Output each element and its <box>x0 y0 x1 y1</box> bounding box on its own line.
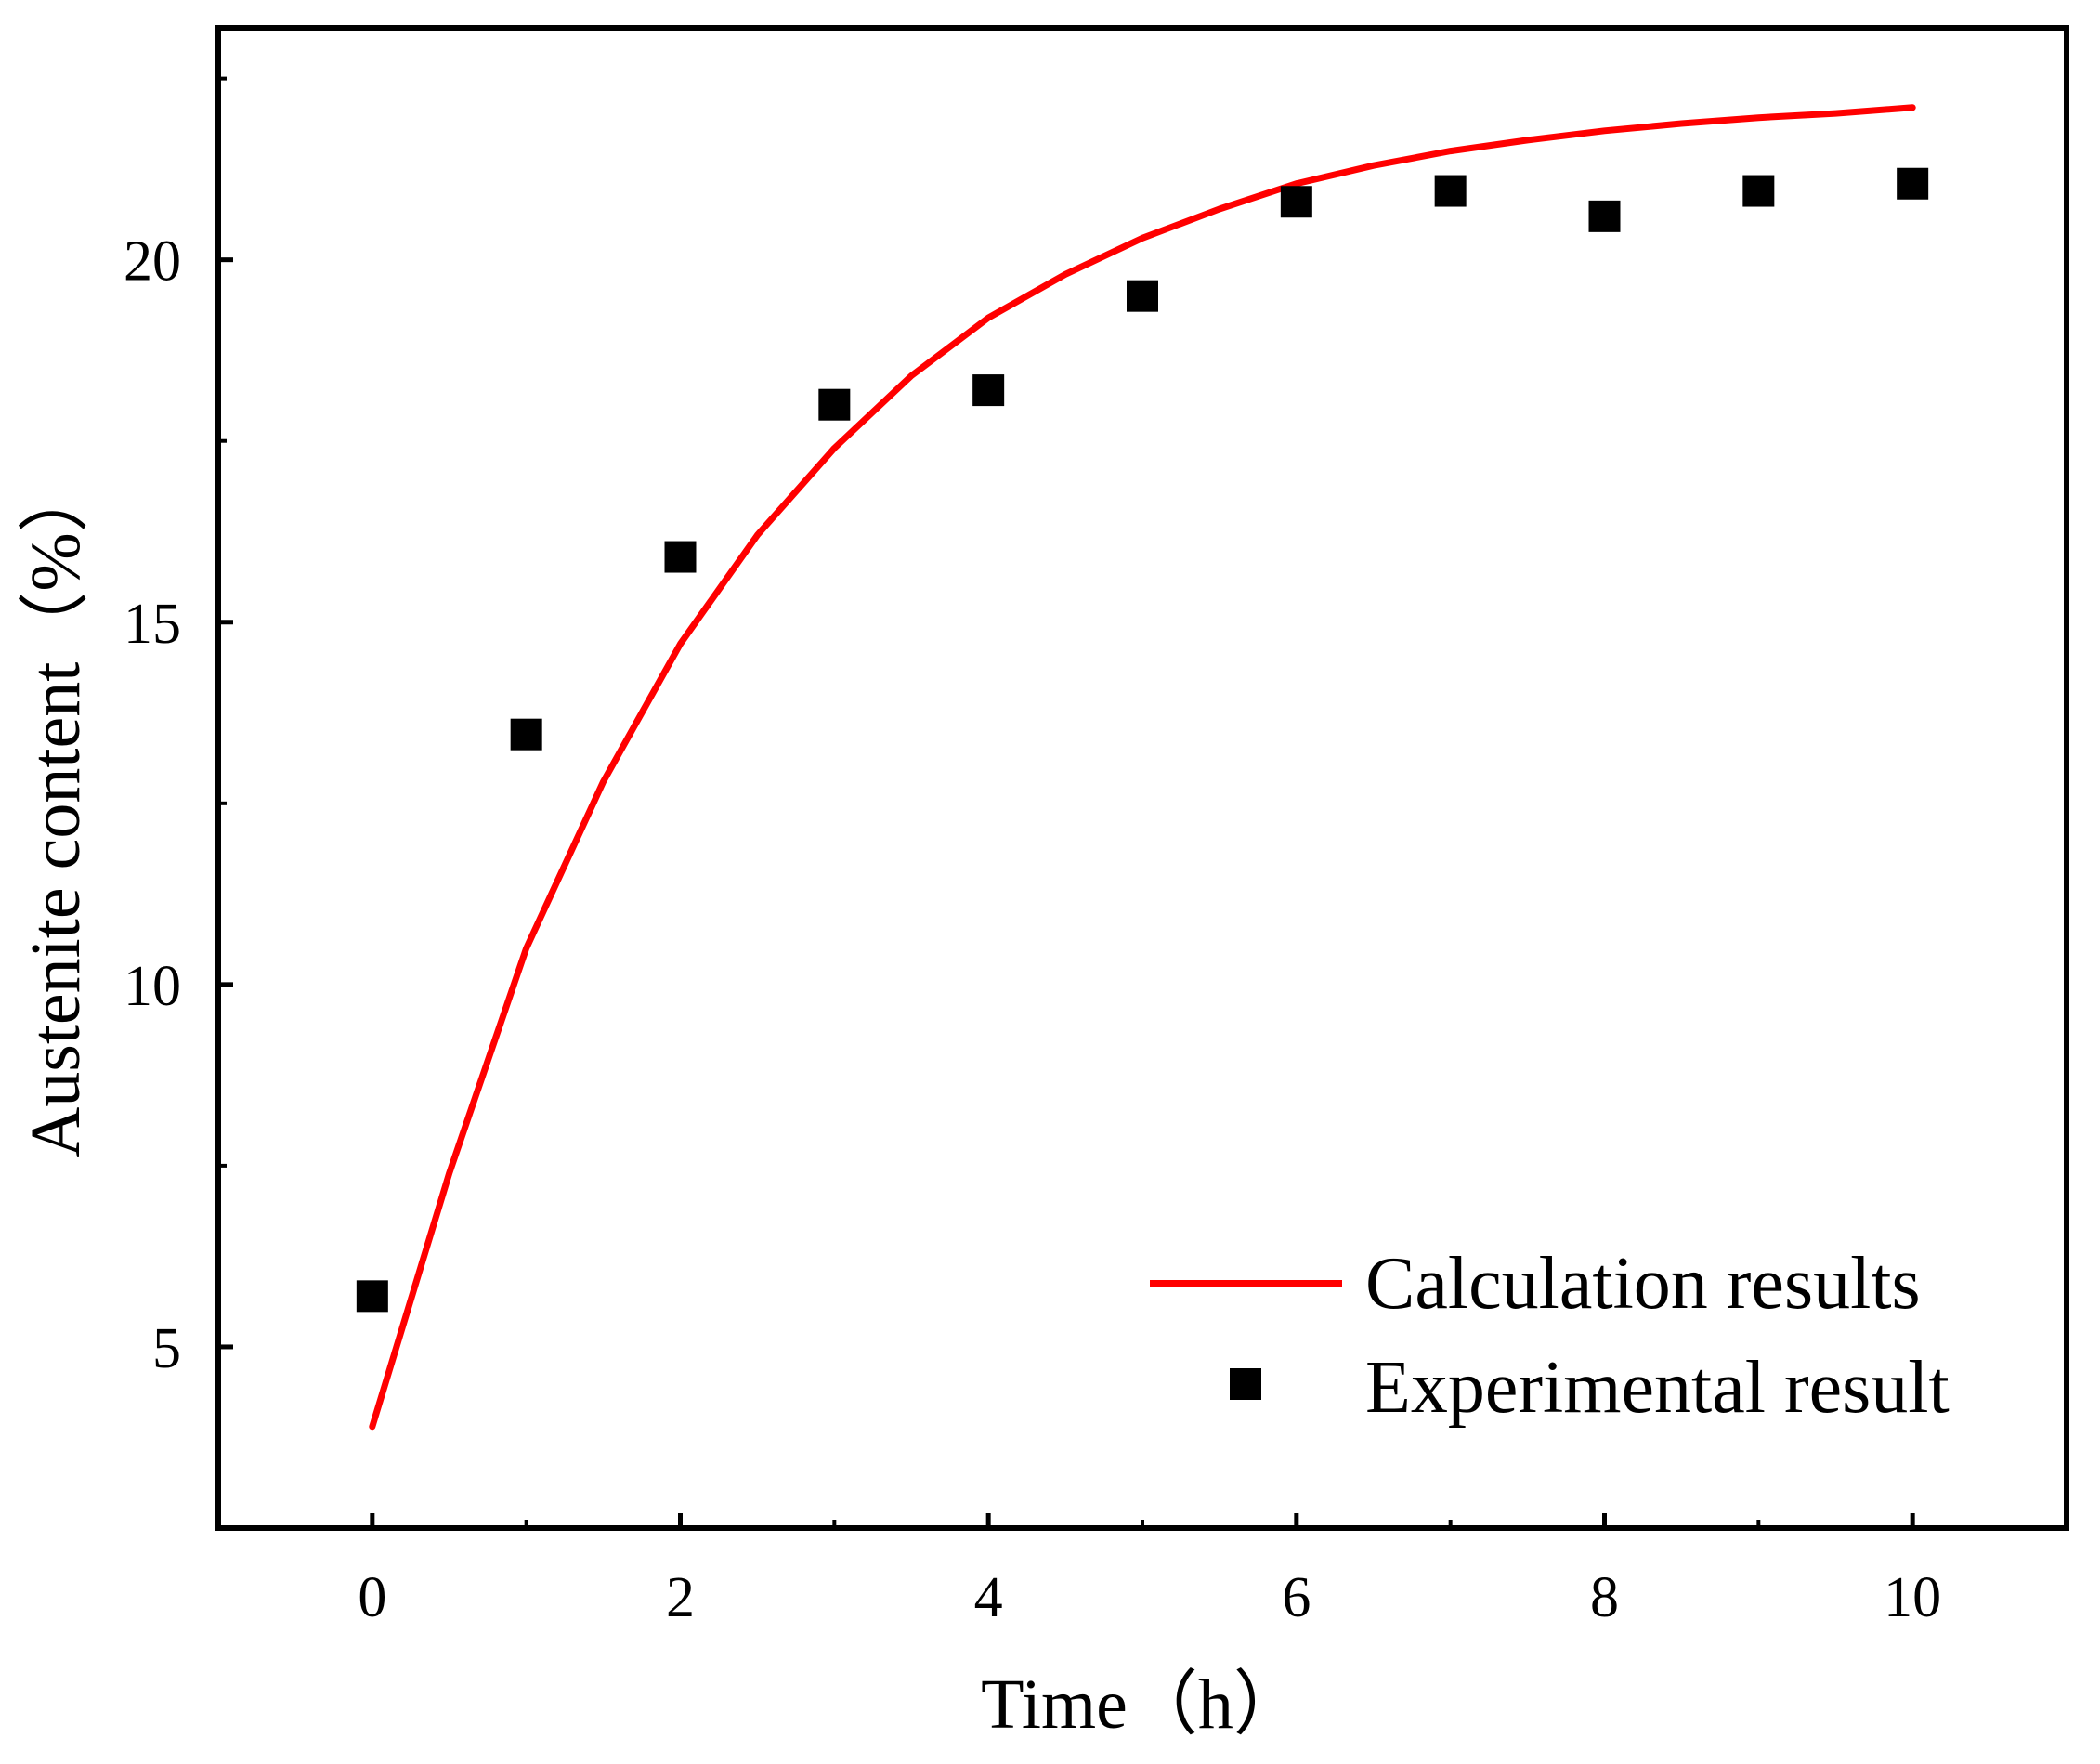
experimental-point <box>972 374 1005 407</box>
x-axis-title: Time（h） <box>981 1666 1304 1744</box>
x-tick-label: 0 <box>358 1566 386 1629</box>
y-tick-label: 5 <box>152 1317 181 1380</box>
y-tick-label: 10 <box>124 955 181 1018</box>
y-axis-title: Austenite content（%） <box>17 462 95 1157</box>
experimental-point <box>1127 280 1158 312</box>
experimental-point <box>1280 186 1312 218</box>
x-tick-label: 2 <box>666 1566 695 1629</box>
plot-frame <box>215 25 2069 1531</box>
legend-experimental-label: Experimental result <box>1365 1347 1950 1429</box>
experimental-point <box>1897 167 1929 200</box>
legend-calculation-label: Calculation results <box>1365 1243 1921 1325</box>
calculation-results-line <box>369 104 1916 1431</box>
x-tick-label: 6 <box>1282 1566 1311 1629</box>
plot-series <box>356 104 1929 1431</box>
experimental-point <box>818 388 851 421</box>
legend-experimental-marker-swatch <box>1230 1368 1261 1400</box>
experimental-point <box>664 541 697 573</box>
experimental-point <box>510 718 542 751</box>
experimental-point <box>1742 175 1775 207</box>
y-tick-label: 15 <box>124 593 181 656</box>
experimental-point <box>1434 175 1467 207</box>
x-tick-label: 8 <box>1590 1566 1619 1629</box>
experimental-point <box>1588 200 1621 232</box>
y-tick-label: 20 <box>124 230 181 294</box>
x-tick-label: 4 <box>974 1566 1003 1629</box>
y-axis: 5 10 15 20 <box>124 230 233 1380</box>
x-axis: 0 2 4 6 8 10 <box>358 1513 1941 1629</box>
x-tick-label: 10 <box>1884 1566 1941 1629</box>
experimental-point <box>356 1280 388 1313</box>
legend: Calculation results Experimental result <box>1150 1243 1950 1429</box>
